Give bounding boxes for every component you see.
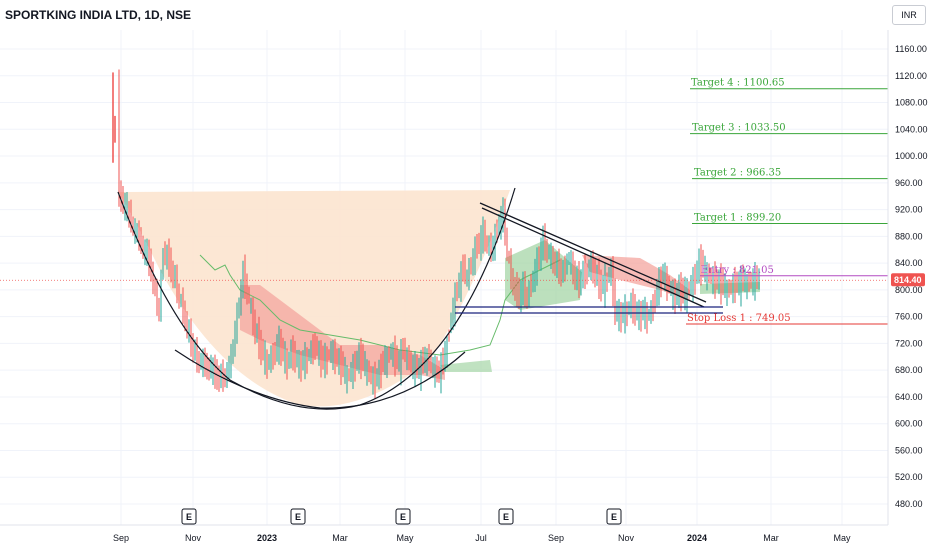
y-tick-label: 600.00 (895, 419, 923, 429)
y-tick-label: 1000.00 (895, 151, 928, 161)
y-tick-label: 560.00 (895, 445, 923, 455)
x-tick-label: Jul (475, 533, 487, 543)
earnings-marker[interactable] (498, 508, 514, 525)
y-tick-label: 760.00 (895, 312, 923, 322)
y-tick-label: 1160.00 (895, 44, 927, 54)
y-tick-label: 1080.00 (895, 98, 928, 108)
cup-curve-outer (117, 187, 516, 410)
y-tick-label: 880.00 (895, 231, 923, 241)
trendline-upper (481, 207, 705, 308)
y-tick-label: 480.00 (895, 499, 923, 509)
trendline-upper (479, 202, 707, 303)
earnings-marker-label: E (503, 512, 509, 522)
cloud-green (440, 360, 492, 372)
current-price-value: 814.40 (894, 275, 922, 285)
earnings-marker[interactable] (395, 508, 411, 525)
level-label-stop: Stop Loss 1 : 749.05 (687, 313, 791, 324)
earnings-marker[interactable] (606, 508, 622, 525)
level-label-target: Target 4 : 1100.65 (691, 78, 785, 89)
earnings-marker[interactable] (181, 508, 197, 525)
y-tick-label: 800.00 (895, 285, 923, 295)
earnings-marker-label: E (611, 512, 617, 522)
level-label-target: Target 2 : 966.35 (694, 168, 781, 179)
y-tick-label: 1120.00 (895, 71, 927, 81)
x-tick-label: Mar (763, 533, 779, 543)
cup-curve-inner (174, 349, 466, 409)
x-tick-label: Nov (185, 533, 202, 543)
y-tick-label: 960.00 (895, 178, 923, 188)
x-tick-label: 2023 (257, 533, 277, 543)
earnings-marker-label: E (400, 512, 406, 522)
earnings-marker-label: E (186, 512, 192, 522)
cloud-green (505, 240, 582, 310)
y-tick-label: 720.00 (895, 338, 923, 348)
y-tick-label: 520.00 (895, 472, 923, 482)
level-label-entry: Entry : 821.05 (701, 265, 774, 276)
x-tick-label: May (833, 533, 851, 543)
y-tick-label: 680.00 (895, 365, 923, 375)
cup-pattern-fill (118, 190, 510, 407)
y-tick-label: 840.00 (895, 258, 923, 268)
x-tick-label: May (396, 533, 414, 543)
level-label-target: Target 3 : 1033.50 (692, 123, 786, 134)
x-tick-label: Nov (618, 533, 635, 543)
x-tick-label: Sep (113, 533, 129, 543)
cloud-red (240, 285, 445, 380)
x-tick-label: 2024 (687, 533, 707, 543)
earnings-marker[interactable] (290, 508, 306, 525)
x-tick-label: Sep (548, 533, 564, 543)
earnings-marker-label: E (295, 512, 301, 522)
x-tick-label: Mar (332, 533, 348, 543)
currency-button[interactable]: INR (892, 5, 926, 25)
current-price-badge (891, 273, 925, 287)
y-tick-label: 920.00 (895, 205, 923, 215)
level-label-target: Target 1 : 899.20 (694, 213, 781, 224)
y-tick-label: 640.00 (895, 392, 923, 402)
y-tick-label: 1040.00 (895, 124, 928, 134)
symbol-title: SPORTKING INDIA LTD, 1D, NSE (5, 8, 192, 22)
conversion-line (199, 254, 561, 356)
